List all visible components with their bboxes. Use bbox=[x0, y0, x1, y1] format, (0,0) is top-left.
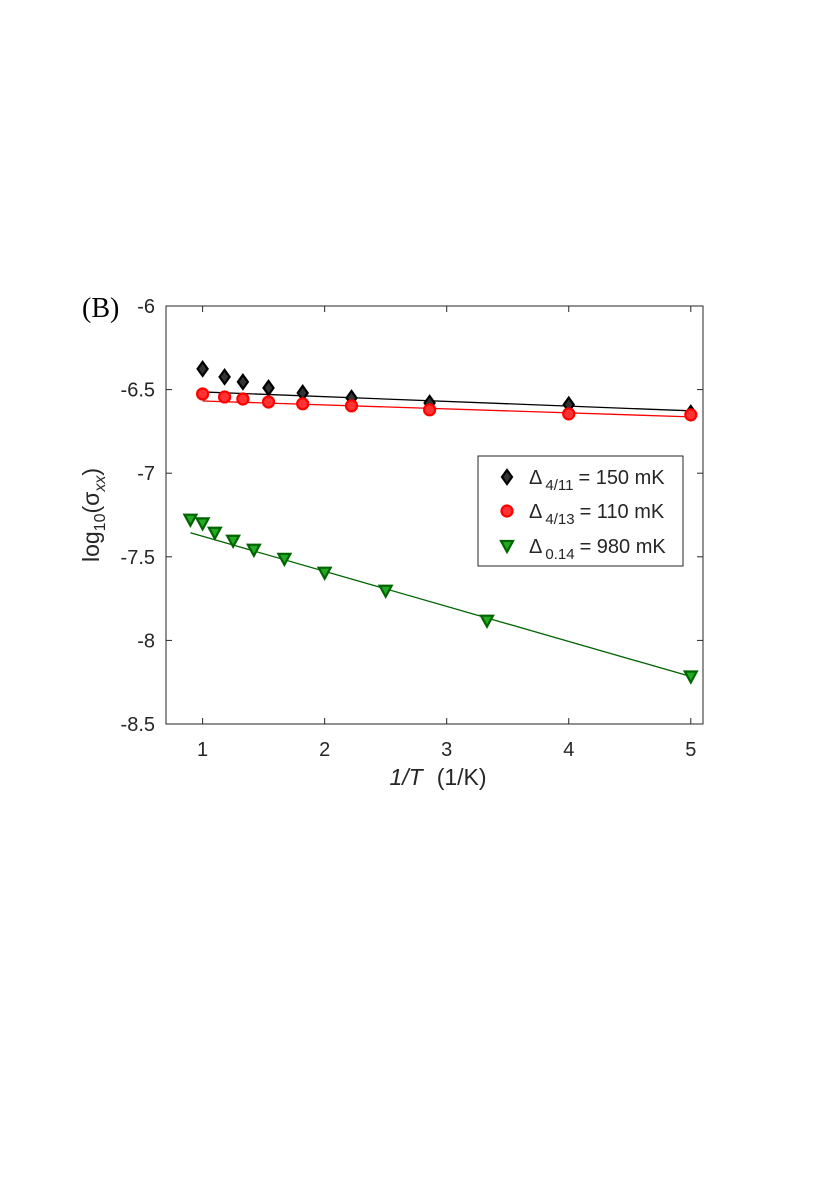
legend-suffix: = 150 mK bbox=[578, 467, 665, 489]
point bbox=[276, 552, 293, 568]
fit-line bbox=[202, 400, 691, 418]
y-tick-label: -6 bbox=[137, 296, 155, 318]
x-axis-label: 1/T (1/K) bbox=[389, 764, 486, 790]
legend-subscript: 4/13 bbox=[545, 511, 574, 528]
point bbox=[684, 408, 698, 422]
legend-symbol: Δ bbox=[529, 467, 542, 489]
point bbox=[196, 359, 209, 378]
legend-marker bbox=[500, 468, 514, 486]
y-tick-label: -8.5 bbox=[121, 714, 155, 736]
panel-label: (B) bbox=[82, 293, 119, 324]
legend-label: Δ 0.14 = 980 mK bbox=[529, 536, 666, 563]
y-axis-label: log10(σxx) bbox=[78, 468, 109, 562]
y-label-part: ) bbox=[78, 468, 104, 476]
legend-symbol: Δ bbox=[529, 536, 542, 558]
legend-suffix: = 980 mK bbox=[580, 536, 667, 558]
x-tick-label: 1 bbox=[197, 739, 208, 761]
point bbox=[246, 543, 262, 559]
point bbox=[236, 373, 250, 391]
y-tick-label: -8 bbox=[137, 630, 155, 652]
x-tick-label: 5 bbox=[685, 739, 696, 761]
point bbox=[316, 566, 333, 581]
x-tick-label: 2 bbox=[319, 739, 330, 761]
legend-label: Δ 4/13 = 110 mK bbox=[529, 501, 665, 528]
point bbox=[225, 534, 241, 550]
x-label-part: (1/K) bbox=[437, 764, 487, 790]
y-tick-label: -7.5 bbox=[121, 547, 155, 569]
point bbox=[562, 407, 576, 421]
point bbox=[262, 379, 275, 397]
point bbox=[236, 392, 250, 406]
point bbox=[479, 614, 495, 629]
point bbox=[194, 517, 211, 532]
legend-subscript: 4/11 bbox=[545, 477, 573, 494]
y-tick-label: -7 bbox=[137, 463, 155, 485]
legend-marker bbox=[500, 504, 514, 518]
point bbox=[196, 387, 210, 401]
y-label-part: (σ bbox=[78, 492, 104, 514]
legend-marker bbox=[499, 539, 515, 555]
y-label-part: 10 bbox=[92, 513, 109, 531]
point bbox=[423, 403, 437, 417]
y-label-part: xx bbox=[92, 475, 109, 493]
y-tick-label: -6.5 bbox=[121, 380, 155, 402]
y-label-part: log bbox=[78, 531, 104, 562]
point bbox=[218, 368, 231, 386]
legend-label: Δ 4/11 = 150 mK bbox=[529, 467, 665, 494]
legend-suffix: = 110 mK bbox=[580, 501, 665, 523]
point bbox=[206, 526, 223, 542]
point bbox=[344, 399, 359, 413]
point bbox=[377, 584, 394, 600]
fit-line bbox=[190, 532, 691, 678]
x-tick-label: 4 bbox=[563, 739, 574, 761]
x-label-part: 1/T bbox=[389, 764, 424, 790]
point bbox=[296, 397, 310, 411]
point bbox=[182, 513, 199, 528]
x-tick-label: 3 bbox=[441, 739, 452, 761]
point bbox=[217, 390, 232, 404]
fit-line bbox=[202, 391, 691, 412]
point bbox=[261, 395, 276, 409]
legend-symbol: Δ bbox=[529, 501, 542, 523]
point bbox=[682, 670, 699, 685]
legend-subscript: 0.14 bbox=[545, 546, 574, 563]
